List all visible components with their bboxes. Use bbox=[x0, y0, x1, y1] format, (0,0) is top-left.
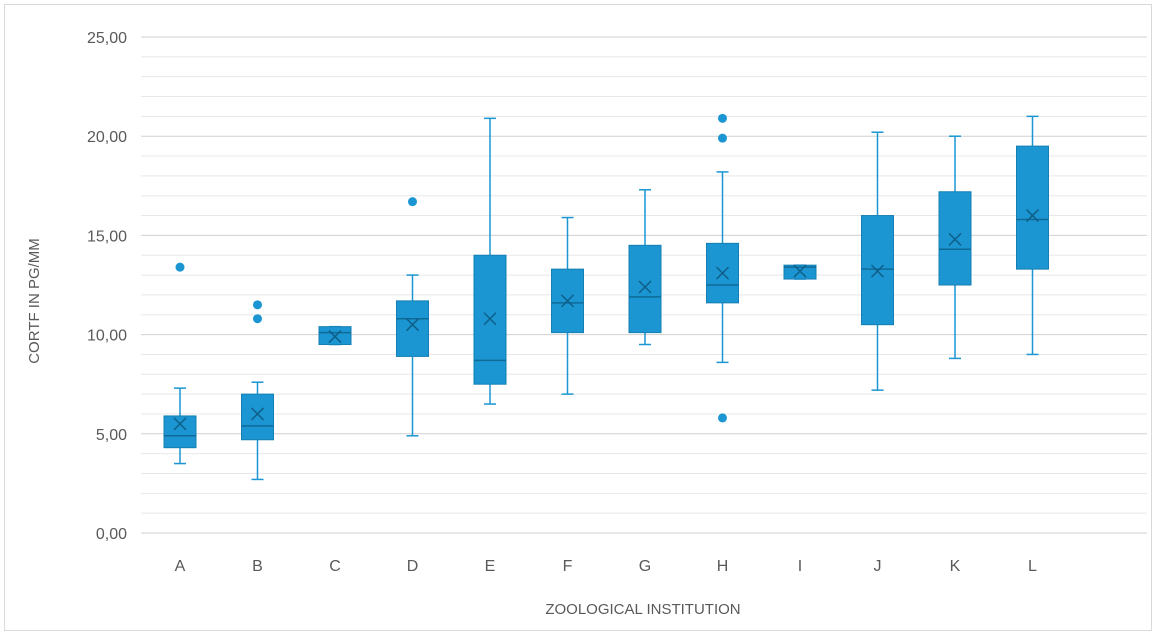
y-tick-label: 15,00 bbox=[87, 228, 127, 245]
mean-marker bbox=[715, 266, 730, 280]
box-d bbox=[396, 197, 429, 437]
x-tick-label: G bbox=[639, 558, 651, 575]
box-a bbox=[163, 262, 197, 465]
outlier-point bbox=[408, 197, 417, 207]
y-tick-label: 10,00 bbox=[87, 328, 127, 345]
box-c bbox=[318, 325, 352, 346]
x-tick-label: L bbox=[1028, 558, 1037, 575]
box-plot-chart: 0,00 5,00 10,00 15,00 20,00 25,00 A B C D E F G H I J K… bbox=[26, 30, 1147, 618]
x-tick-label: E bbox=[485, 558, 496, 575]
outlier-point bbox=[718, 113, 727, 123]
y-tick-labels: 0,00 5,00 10,00 15,00 20,00 25,00 bbox=[87, 30, 127, 543]
box-iqr bbox=[628, 244, 662, 334]
x-tick-label: K bbox=[950, 558, 961, 575]
y-tick-label: 20,00 bbox=[87, 129, 127, 146]
box-g bbox=[628, 189, 662, 346]
x-tick-label: C bbox=[329, 558, 341, 575]
outlier-point bbox=[253, 314, 262, 324]
x-tick-label: A bbox=[175, 558, 186, 575]
box-f bbox=[551, 216, 584, 395]
y-tick-label: 25,00 bbox=[87, 30, 127, 47]
mean-marker bbox=[870, 264, 885, 278]
box-iqr bbox=[938, 191, 972, 286]
x-tick-label: F bbox=[563, 558, 573, 575]
box-b bbox=[241, 300, 274, 481]
outlier-point bbox=[718, 133, 727, 143]
mean-marker bbox=[948, 232, 962, 246]
outlier-point bbox=[175, 262, 185, 272]
outlier-point bbox=[253, 300, 262, 310]
x-tick-label: I bbox=[798, 558, 802, 575]
box-iqr bbox=[163, 415, 197, 449]
box-i bbox=[783, 264, 817, 280]
box-k bbox=[938, 135, 972, 360]
box-e bbox=[473, 117, 507, 405]
x-tick-label: H bbox=[717, 558, 729, 575]
chart-frame: 0,00 5,00 10,00 15,00 20,00 25,00 A B C D E F G H I J K… bbox=[4, 4, 1152, 631]
x-tick-labels: A B C D E F G H I J K L bbox=[175, 558, 1037, 575]
mean-marker bbox=[328, 330, 342, 344]
mean-marker bbox=[173, 417, 187, 431]
x-tick-label: B bbox=[252, 558, 263, 575]
boxes bbox=[163, 113, 1049, 481]
box-h bbox=[706, 113, 739, 423]
mean-marker bbox=[793, 264, 807, 278]
mean-marker bbox=[250, 407, 265, 421]
box-l bbox=[1016, 115, 1049, 356]
mean-marker bbox=[405, 318, 420, 332]
mean-marker bbox=[638, 280, 652, 294]
box-j bbox=[861, 131, 894, 391]
y-axis-label: CORTF IN PG/MM bbox=[26, 238, 43, 364]
outlier-point bbox=[718, 413, 727, 423]
y-tick-label: 5,00 bbox=[96, 427, 127, 444]
x-tick-label: D bbox=[407, 558, 419, 575]
x-tick-label: J bbox=[874, 558, 882, 575]
x-axis-label: ZOOLOGICAL INSTITUTION bbox=[545, 601, 740, 618]
box-iqr bbox=[396, 300, 429, 357]
box-iqr bbox=[241, 393, 274, 441]
mean-marker bbox=[483, 312, 497, 326]
box-iqr bbox=[1016, 145, 1049, 270]
mean-marker bbox=[560, 294, 575, 308]
mean-marker bbox=[1025, 209, 1040, 223]
y-tick-label: 0,00 bbox=[96, 526, 127, 543]
